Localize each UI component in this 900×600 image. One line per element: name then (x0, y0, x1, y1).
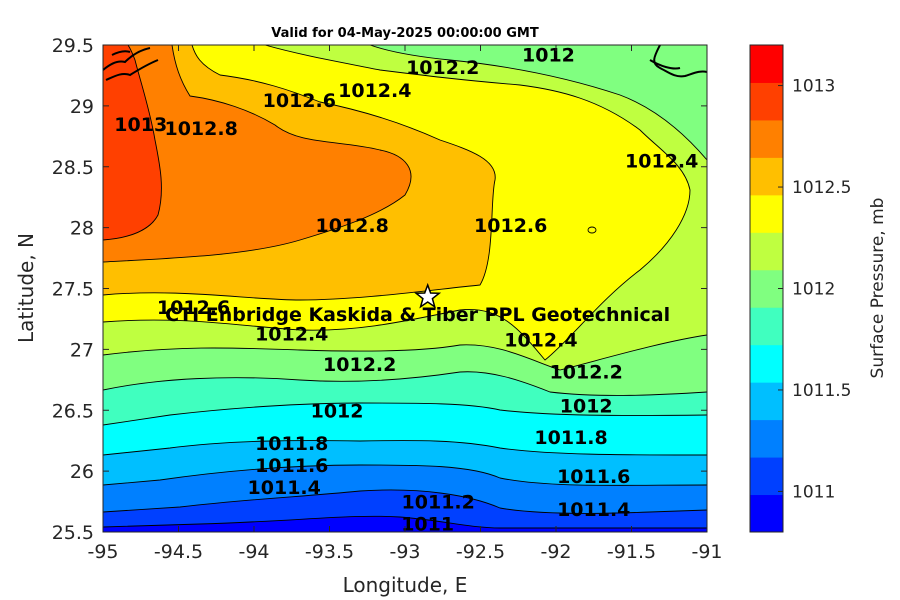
colorbar-tick-label: 1012.5 (792, 178, 851, 198)
x-tick-label: -93.5 (305, 541, 354, 563)
colorbar-segment (750, 82, 783, 121)
contour-label: 1012.8 (164, 118, 237, 140)
colorbar-tick-label: 1011.5 (792, 381, 851, 401)
contour-label: 1012.4 (625, 151, 698, 173)
colorbar-segment (750, 494, 783, 533)
y-tick-label: 27 (70, 339, 94, 361)
x-tick-label: -94.5 (154, 541, 203, 563)
contour-label: 1012.6 (474, 215, 547, 237)
colorbar-segment (750, 419, 783, 458)
y-tick-label: 29.5 (52, 35, 94, 57)
colorbar-segment (750, 157, 783, 196)
colorbar-segment (750, 194, 783, 233)
site-label: CTI Enbridge Kaskida & Tiber PPL Geotech… (165, 304, 670, 326)
x-tick-label: -95 (87, 541, 118, 563)
x-tick-label: -92.5 (456, 541, 505, 563)
y-axis-ticks: 29.5 29 28.5 28 27.5 27 26.5 26 25.5 (52, 35, 707, 544)
contour-label: 1012.4 (338, 80, 411, 102)
colorbar-tick-label: 1012 (792, 280, 835, 300)
contour-label: 1012.4 (504, 330, 577, 352)
contour-label: 1012 (522, 45, 575, 67)
contour-label: 1012.2 (323, 354, 396, 376)
colorbar-segment (750, 344, 783, 383)
band-1012-8 (103, 45, 411, 262)
contour-label: 1013 (114, 114, 167, 136)
x-tick-label: -93 (389, 541, 420, 563)
band-1013 (103, 45, 162, 240)
contour-label: 1012 (311, 400, 364, 422)
colorbar-segment (750, 382, 783, 421)
contour-label: 1011.2 (402, 492, 475, 514)
colorbar-segment (750, 457, 783, 496)
contour-label: 1011.8 (255, 433, 328, 455)
map-title: Valid for 04-May-2025 00:00:00 GMT (271, 26, 539, 41)
contour-label: 1012.4 (255, 324, 328, 346)
x-tick-label: -91.5 (607, 541, 656, 563)
contour-label: 1012.2 (550, 361, 623, 383)
contour-label: 1011.6 (255, 455, 328, 477)
colorbar-tick-label: 1011 (792, 482, 835, 502)
contour-label: 1012.8 (315, 215, 388, 237)
colorbar-segment (750, 269, 783, 308)
colorbar-ticks: 1013 1012.5 1012 1011.5 1011 (778, 77, 851, 502)
x-tick-label: -91 (691, 541, 722, 563)
colorbar-label: Surface Pressure, mb (868, 198, 888, 379)
coastline (103, 45, 707, 81)
x-tick-label: -94 (238, 541, 269, 563)
colorbar-segment (750, 232, 783, 271)
contour-label: 1011.4 (557, 499, 630, 521)
y-tick-label: 28 (70, 218, 94, 240)
y-tick-label: 26 (70, 461, 94, 483)
y-tick-label: 25.5 (52, 522, 94, 544)
colorbar-segment (750, 45, 783, 83)
contour-lines (103, 45, 707, 529)
x-axis-label: Longitude, E (343, 573, 468, 597)
x-axis-ticks: -95 -94.5 -94 -93.5 -93 -92.5 -92 -91.5 -91 (87, 45, 723, 563)
y-tick-label: 27.5 (52, 279, 94, 301)
contour-label: 1011.4 (248, 477, 321, 499)
y-tick-label: 29 (70, 96, 94, 118)
colorbar-tick-label: 1013 (792, 77, 835, 97)
contour-label: 1012.6 (263, 90, 336, 112)
colorbar-segment (750, 119, 783, 158)
y-tick-label: 28.5 (52, 157, 94, 179)
contour-label: 1012.2 (406, 57, 479, 79)
contour-label: 1011.6 (557, 466, 630, 488)
y-tick-label: 26.5 (52, 400, 94, 422)
contour-label: 1011.8 (534, 427, 607, 449)
contour-label: 1012 (560, 395, 613, 417)
site-star-icon (414, 282, 442, 309)
y-axis-label: Latitude, N (14, 233, 38, 343)
colorbar (750, 45, 783, 533)
x-tick-label: -92 (540, 541, 571, 563)
contour-label: 1011 (401, 513, 454, 535)
contour-label: 1012.6 (157, 297, 230, 319)
colorbar-segment (750, 307, 783, 346)
